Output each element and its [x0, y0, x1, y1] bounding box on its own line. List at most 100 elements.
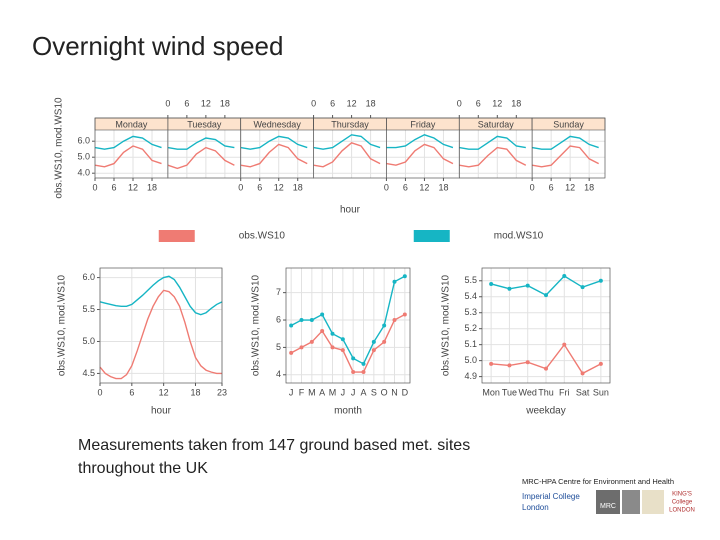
point	[361, 370, 366, 375]
series-line	[386, 134, 454, 149]
x-tick-label: D	[402, 387, 409, 397]
strip-label: Monday	[115, 119, 148, 129]
point	[489, 361, 494, 366]
logo-text: College	[672, 500, 693, 506]
y-tick-label: 5.0	[77, 152, 90, 162]
y-tick-label: 5	[276, 342, 281, 352]
x-tick-label: 0	[530, 182, 535, 192]
point	[402, 312, 407, 317]
x-tick-label: M	[329, 387, 337, 397]
x-tick-label: Fri	[559, 387, 570, 397]
x-tick-label: Thu	[538, 387, 554, 397]
point	[330, 331, 335, 336]
x-tick-label: Sun	[593, 387, 609, 397]
point	[340, 337, 345, 342]
point	[562, 273, 567, 278]
point	[299, 318, 304, 323]
strip-label: Tuesday	[187, 119, 222, 129]
x-tick-label: Mon	[482, 387, 500, 397]
strip-label: Saturday	[478, 119, 515, 129]
point	[598, 361, 603, 366]
x-tick-label: 12	[419, 182, 429, 192]
logo-text: KING'S	[672, 492, 692, 498]
point	[392, 279, 397, 284]
series-line	[459, 146, 527, 168]
x-tick-label: 0	[92, 182, 97, 192]
x-tick-label: A	[360, 387, 366, 397]
x-tick-label: F	[299, 387, 305, 397]
series-line	[290, 313, 406, 373]
logo-text: MRC	[600, 503, 616, 510]
x-tick-label: 6	[549, 182, 554, 192]
caption: Measurements taken from 147 ground based…	[78, 437, 470, 454]
y-tick-label: 5.4	[464, 291, 477, 301]
x-tick-label: 0	[457, 98, 462, 108]
point	[507, 286, 512, 291]
x-tick-label: 6	[184, 98, 189, 108]
point	[580, 285, 585, 290]
series-line	[99, 275, 223, 316]
x-tick-label: 12	[159, 387, 169, 397]
panel-frame	[99, 267, 223, 384]
panel-frame	[285, 267, 411, 384]
x-tick-label: 0	[311, 98, 316, 108]
x-tick-label: Tue	[502, 387, 517, 397]
x-tick-label: 12	[128, 182, 138, 192]
x-tick-label: N	[391, 387, 398, 397]
y-tick-label: 5.0	[464, 355, 477, 365]
series-line	[313, 142, 381, 168]
series-line	[459, 135, 526, 150]
legend-label: mod.WS10	[494, 231, 544, 242]
x-tick-label: 6	[257, 182, 262, 192]
y-axis-label: obs.WS10, mod.WS10	[441, 274, 452, 376]
x-tick-label: 18	[220, 98, 230, 108]
point	[371, 348, 376, 353]
series-line	[313, 134, 381, 150]
series-line	[240, 135, 308, 150]
logo	[622, 490, 640, 514]
point	[544, 293, 548, 298]
panel-frame	[481, 267, 611, 384]
y-tick-label: 5.2	[464, 323, 477, 333]
x-tick-label: 12	[274, 182, 284, 192]
point	[580, 371, 585, 376]
x-axis-label: hour	[340, 205, 361, 216]
point	[320, 312, 325, 317]
x-tick-label: Sat	[576, 387, 590, 397]
x-tick-label: 18	[366, 98, 376, 108]
logo	[642, 490, 664, 514]
series-line	[167, 137, 235, 150]
y-tick-label: 5.3	[464, 307, 477, 317]
point	[382, 339, 387, 344]
point	[392, 318, 397, 323]
y-tick-label: 6	[276, 314, 281, 324]
point	[289, 350, 294, 355]
strip-label: Thursday	[331, 119, 369, 129]
point	[489, 281, 494, 286]
series-line	[94, 145, 162, 168]
y-axis-label: obs.WS10, mod.WS10	[54, 97, 65, 199]
point	[544, 366, 548, 371]
y-axis-label: obs.WS10, mod.WS10	[251, 274, 262, 376]
x-tick-label: 6	[476, 98, 481, 108]
series-line	[532, 145, 599, 168]
y-tick-label: 4.5	[82, 368, 95, 378]
point	[382, 323, 387, 328]
y-tick-label: 5.5	[82, 304, 95, 314]
series-line	[94, 135, 162, 150]
x-tick-label: Wed	[519, 387, 537, 397]
point	[309, 318, 314, 323]
caption: throughout the UK	[78, 460, 208, 477]
y-tick-label: 6.0	[77, 136, 90, 146]
x-tick-label: 0	[165, 98, 170, 108]
x-tick-label: 12	[201, 98, 211, 108]
point	[351, 370, 356, 375]
point	[330, 345, 335, 350]
point	[598, 278, 603, 283]
y-tick-label: 5.1	[464, 339, 477, 349]
point	[361, 361, 366, 366]
y-tick-label: 6.0	[82, 272, 95, 282]
logo-text: London	[522, 503, 549, 512]
y-axis-label: obs.WS10, mod.WS10	[57, 274, 68, 376]
